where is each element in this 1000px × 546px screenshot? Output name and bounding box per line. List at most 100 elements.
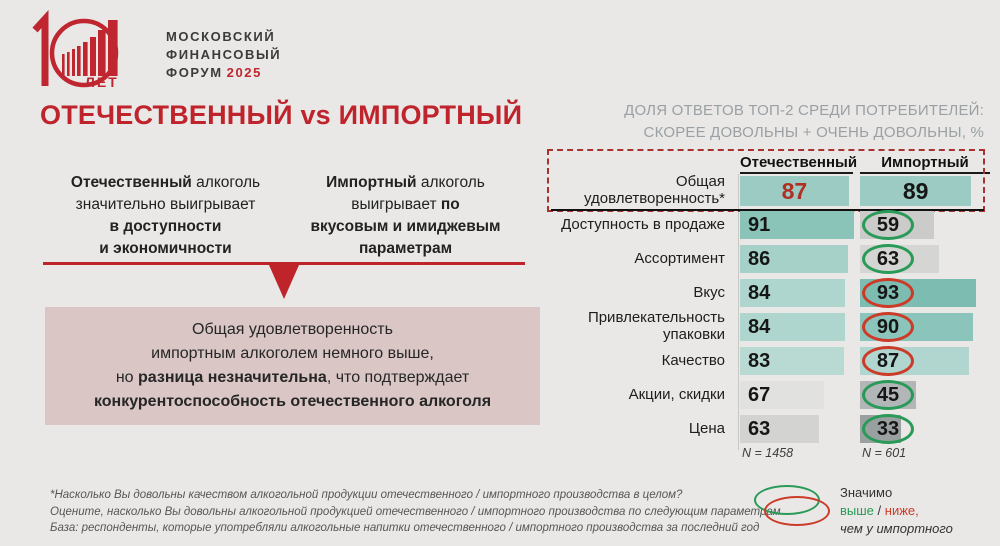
satisfaction-chart: Отечественный Импортный Общая удовлетворен… — [543, 149, 990, 468]
value-label: 89 — [902, 177, 929, 204]
bar-cell-domestic: 63 — [740, 415, 853, 443]
value-label: 93 — [876, 281, 900, 304]
chart-row: Вкус 84 93 — [543, 276, 990, 310]
chart-row: Общая удовлетворенность* 87 89 — [543, 173, 990, 208]
chart-axis-line — [738, 174, 739, 450]
red-divider-line — [43, 262, 525, 265]
value-label: 86 — [748, 247, 771, 270]
bar-imported: 59 — [860, 210, 934, 240]
category-label: Доступность в продаже — [561, 215, 725, 233]
chart-row: Привлекательность упаковки 84 90 — [543, 309, 990, 344]
bar-imported: 45 — [860, 380, 917, 410]
subtitle-line-2: СКОРЕЕ ДОВОЛЬНЫ + ОЧЕНЬ ДОВОЛЬНЫ, % — [643, 123, 984, 141]
significance-legend: Значимо выше / ниже, чем у импортного — [752, 483, 953, 539]
chart-row: Качество 83 87 — [543, 344, 990, 378]
bar-domestic: 86 — [740, 245, 848, 273]
value-label: 84 — [748, 281, 771, 304]
bar-cell-domestic: 84 — [740, 279, 853, 307]
bar-domestic: 67 — [740, 381, 824, 409]
significance-ellipse-lower: 45 — [862, 380, 914, 410]
bar-domestic: 87 — [740, 176, 849, 206]
significance-ellipse-higher: 90 — [862, 312, 914, 342]
bar-cell-domestic: 91 — [740, 211, 854, 239]
bar-imported: 93 — [860, 278, 977, 308]
legend-ellipses-icon — [752, 483, 840, 533]
value-label: 87 — [876, 349, 900, 372]
insight-imported: Импортный алкоголь выигрывает по вкусовы… — [310, 174, 501, 257]
bar-cell-imported: 89 — [860, 176, 990, 206]
highlight-underline — [551, 209, 984, 211]
chart-row: Цена 63 33 — [543, 412, 990, 446]
category-label: Цена — [688, 419, 725, 437]
significance-ellipse-lower: 63 — [862, 244, 914, 274]
value-label: 90 — [876, 315, 900, 338]
value-label: 45 — [876, 383, 900, 406]
logo-let-text: ЛЕТ — [85, 74, 119, 90]
bar-cell-domestic: 83 — [740, 347, 853, 375]
value-label: 63 — [876, 247, 900, 270]
page-title: ОТЕЧЕСТВЕННЫЙ vs ИМПОРТНЫЙ — [40, 100, 523, 130]
bar-imported: 90 — [860, 312, 973, 342]
mff-logo: ЛЕТ document.currentScript.previousEleme… — [28, 6, 358, 98]
bar-domestic: 83 — [740, 347, 844, 375]
footnote-1: *Насколько Вы довольны качеством алкогол… — [50, 489, 683, 501]
value-label: 33 — [876, 417, 900, 440]
value-label: 84 — [748, 315, 771, 338]
logo-org-name: МОСКОВСКИЙ ФИНАНСОВЫЙ ФОРУМ 2025 — [166, 28, 281, 83]
value-label: 59 — [876, 213, 900, 236]
logo-year: 2025 — [226, 65, 262, 81]
chart-row: Акции, скидки 67 45 — [543, 378, 990, 412]
bar-cell-domestic: 86 — [740, 245, 853, 273]
category-label: Вкус — [693, 283, 725, 301]
chart-row: Ассортимент 86 63 — [543, 242, 990, 276]
bar-domestic: 91 — [740, 211, 854, 239]
bar-imported: 63 — [860, 244, 939, 274]
chart-row: Доступность в продаже 91 59 — [543, 208, 990, 242]
bar-imported: 87 — [860, 346, 969, 376]
bar-domestic: 84 — [740, 313, 845, 341]
logo-line-2: ФИНАНСОВЫЙ — [166, 47, 282, 63]
chart-header-row: Отечественный Импортный — [543, 152, 990, 174]
red-ellipse-icon — [764, 496, 830, 526]
category-label: Ассортимент — [634, 249, 725, 267]
bar-cell-imported: 33 — [860, 414, 990, 444]
category-label: Привлекательность упаковки — [587, 309, 725, 343]
column-header-imported: Импортный — [860, 154, 990, 174]
sample-size-row: N = 1458 N = 601 — [543, 446, 990, 468]
bar-cell-imported: 45 — [860, 380, 990, 410]
insight-imported-lead: Импортный — [326, 174, 417, 191]
insight-domestic: Отечественный алкоголь значительно выигр… — [70, 174, 261, 257]
column-header-domestic: Отечественный — [740, 154, 857, 174]
bar-cell-imported: 90 — [860, 312, 990, 342]
significance-ellipse-lower: 59 — [862, 210, 914, 240]
conclusion-box: Общая удовлетворенность импортным алкого… — [45, 307, 540, 425]
footnote-3: База: респонденты, которые употребляли а… — [50, 522, 760, 535]
logo-line-1: МОСКОВСКИЙ — [166, 29, 276, 44]
bar-imported: 89 — [860, 176, 972, 206]
footnote-2: Оцените, насколько Вы довольны алкогольн… — [50, 505, 781, 518]
significance-ellipse-higher: 87 — [862, 346, 914, 376]
chart-subtitle: ДОЛЯ ОТВЕТОВ ТОП-2 СРЕДИ ПОТРЕБИТЕЛЕЙ: С… — [624, 100, 984, 144]
anniversary-10-icon: ЛЕТ — [32, 9, 119, 90]
value-label: 83 — [748, 349, 771, 372]
value-label: 67 — [748, 383, 771, 406]
category-label: Общая удовлетворенность* — [584, 173, 725, 207]
value-label: 87 — [781, 177, 808, 204]
insight-domestic-lead: Отечественный — [70, 174, 192, 191]
significance-ellipse-lower: 33 — [862, 414, 914, 444]
subtitle-line-1: ДОЛЯ ОТВЕТОВ ТОП-2 СРЕДИ ПОТРЕБИТЕЛЕЙ: — [624, 102, 984, 119]
footnotes: *Насколько Вы довольны качеством алкогол… — [50, 487, 781, 537]
sample-size-imported: N = 601 — [862, 446, 907, 460]
bar-cell-imported: 63 — [860, 244, 990, 274]
bar-cell-imported: 87 — [860, 346, 990, 376]
value-label: 91 — [748, 213, 771, 236]
bar-cell-domestic: 87 — [740, 176, 853, 206]
category-label: Качество — [661, 351, 725, 369]
bar-domestic: 63 — [740, 415, 819, 443]
bar-cell-domestic: 84 — [740, 313, 853, 341]
bar-domestic: 84 — [740, 279, 845, 307]
down-arrow-icon — [269, 265, 299, 299]
logo-line-3: ФОРУМ — [166, 65, 223, 81]
bar-imported: 33 — [860, 414, 914, 444]
